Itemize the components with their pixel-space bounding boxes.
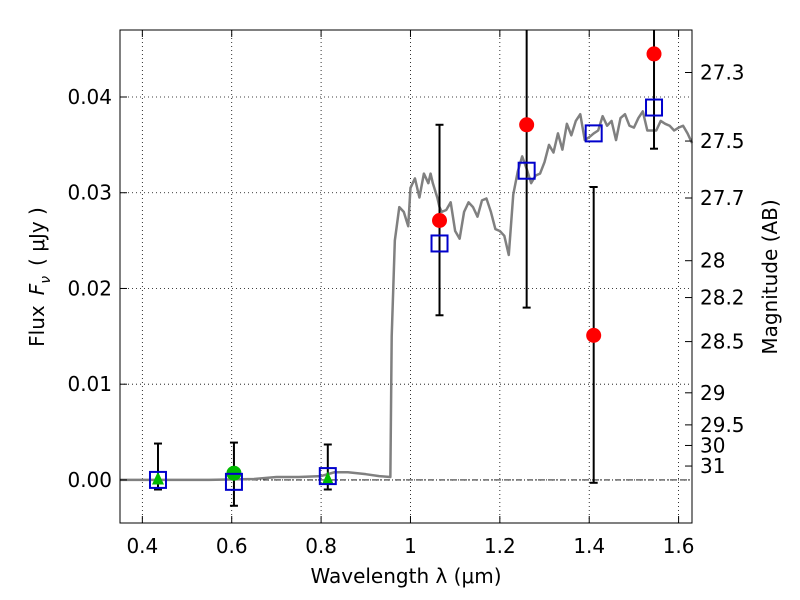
y-axis-label-unit: ( μJy )	[25, 207, 49, 266]
x-tick-label: 0.4	[126, 534, 158, 558]
model-point-square	[318, 467, 337, 486]
right-tick-label: 28.5	[700, 330, 745, 354]
y-axis-label: Flux Fν ( μJy )	[25, 207, 54, 347]
y-tick-label: 0.04	[67, 85, 112, 109]
y-axis-label-symbol: F	[25, 283, 49, 295]
data-point-circle	[519, 117, 535, 133]
data-point-triangle	[321, 471, 334, 485]
y-axis-label-subscript: ν	[38, 276, 54, 284]
data-point-circle	[646, 46, 662, 62]
y-tick-label: 0.00	[67, 468, 112, 492]
data-point-circle	[586, 327, 602, 343]
y-tick-label: 0.02	[67, 276, 112, 300]
x-tick-label: 1.4	[573, 534, 605, 558]
data-point-circle	[432, 212, 448, 228]
grid-lines	[120, 30, 692, 523]
model-point-square	[584, 124, 603, 143]
model-point-square	[430, 234, 449, 253]
model-point-square	[517, 161, 536, 180]
right-tick-label: 27.7	[700, 186, 745, 210]
plot-frame	[119, 29, 693, 524]
x-axis-ticks: 0.4 0.6 0.8 1 1.2 1.4 1.6	[126, 30, 695, 558]
right-tick-label: 28.2	[700, 286, 745, 310]
y-axis-ticks: 0.00 0.01 0.02 0.03 0.04	[67, 85, 127, 492]
right-tick-label: 27.5	[700, 129, 745, 153]
error-bars	[153, 30, 659, 507]
right-tick-label: 29.5	[700, 413, 745, 437]
data-point-triangle	[151, 471, 164, 485]
model-point-square	[645, 98, 664, 117]
x-tick-label: 1	[404, 534, 417, 558]
x-tick-label: 1.6	[663, 534, 695, 558]
x-tick-label: 0.6	[216, 534, 248, 558]
right-tick-label: 28	[700, 249, 725, 273]
right-tick-label: 31	[700, 454, 725, 478]
x-axis-label: Wavelength λ (μm)	[310, 564, 501, 588]
y-tick-label: 0.01	[67, 372, 112, 396]
x-tick-label: 1.2	[484, 534, 516, 558]
right-tick-label: 27.3	[700, 61, 745, 85]
right-tick-label: 29	[700, 381, 725, 405]
spectrum-line	[120, 110, 694, 482]
y-tick-label: 0.03	[67, 181, 112, 205]
template-spectrum	[120, 110, 694, 482]
model-point-square	[148, 470, 167, 489]
y-axis-label-text: Flux	[25, 305, 49, 347]
right-axis-label: Magnitude (AB)	[758, 199, 782, 354]
model-point-square	[224, 472, 243, 491]
right-tick-label: 30	[700, 433, 725, 457]
x-tick-label: 0.8	[305, 534, 337, 558]
data-markers	[148, 46, 664, 491]
